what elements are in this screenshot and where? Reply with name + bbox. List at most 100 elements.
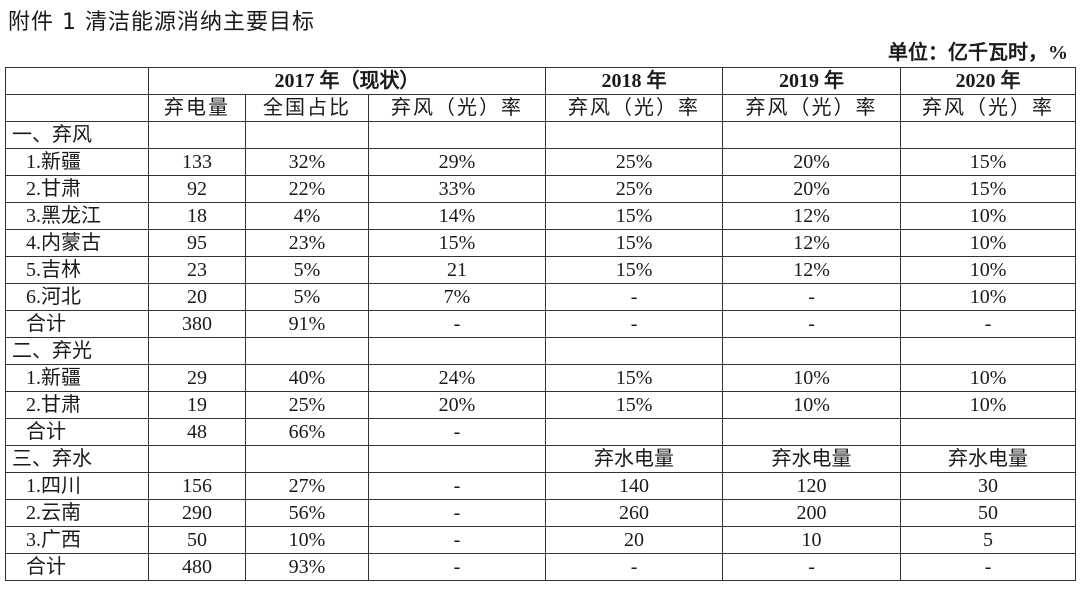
- cell-rate-2017: 20%: [367, 391, 547, 419]
- cell-curtailed-energy: 156: [148, 472, 246, 500]
- header-row-metrics: 弃电量 全国占比 弃风（光）率 弃风（光）率 弃风（光）率 弃风（光）率: [5, 94, 1077, 122]
- cell-national-share: 4%: [245, 202, 369, 230]
- cell-national-share: [245, 445, 369, 473]
- cell-value-2018: 15%: [545, 202, 724, 230]
- cell-row-label: 三、弃水: [5, 445, 149, 473]
- cell-national-share: 91%: [245, 310, 369, 338]
- cell-value-2020: [900, 121, 1077, 149]
- cell-curtailed-energy: 23: [148, 256, 246, 284]
- cell-value-2019: 12%: [722, 229, 902, 257]
- cell-national-share: 25%: [245, 391, 369, 419]
- cell-rate-2017: [367, 445, 547, 473]
- cell-value-2020: [900, 418, 1077, 446]
- table-row: 5.吉林 23 5% 21 15% 12% 10%: [5, 256, 1077, 284]
- cell-national-share: 22%: [245, 175, 369, 203]
- cell-row-label: 5.吉林: [5, 256, 149, 284]
- cell-value-2019: 10: [722, 526, 902, 554]
- cell-value-2018: 140: [545, 472, 724, 500]
- cell-curtailed-energy: [148, 337, 246, 365]
- cell-national-share: 32%: [245, 148, 369, 176]
- cell-value-2020: [900, 337, 1077, 365]
- cell-value-2019: 12%: [722, 202, 902, 230]
- cell-value-2020: -: [900, 310, 1077, 338]
- cell-curtailed-energy: [148, 121, 246, 149]
- cell-value-2018: 15%: [545, 391, 724, 419]
- cell-value-2019: 弃水电量: [722, 445, 902, 473]
- unit-note: 单位：亿千瓦时，%: [888, 42, 1068, 64]
- header-2019: 2019 年: [722, 67, 902, 95]
- cell-rate-2017: -: [367, 472, 547, 500]
- cell-row-label: 二、弃光: [5, 337, 149, 365]
- header-corner: [5, 67, 149, 95]
- cell-value-2018: -: [545, 283, 724, 311]
- cell-value-2019: -: [722, 310, 902, 338]
- header-national-share: 全国占比: [245, 94, 369, 122]
- cell-value-2020: 10%: [900, 229, 1077, 257]
- cell-value-2019: 120: [722, 472, 902, 500]
- header-curtailed-energy: 弃电量: [148, 94, 246, 122]
- cell-curtailed-energy: 50: [148, 526, 246, 554]
- cell-row-label: 1.四川: [5, 472, 149, 500]
- cell-national-share: 5%: [245, 256, 369, 284]
- cell-national-share: 56%: [245, 499, 369, 527]
- cell-row-label: 2.甘肃: [5, 175, 149, 203]
- cell-value-2019: 20%: [722, 148, 902, 176]
- cell-rate-2017: 24%: [367, 364, 547, 392]
- cell-value-2020: 10%: [900, 256, 1077, 284]
- cell-value-2018: -: [545, 310, 724, 338]
- cell-row-label: 一、弃风: [5, 121, 149, 149]
- table-row: 1.新疆 29 40% 24% 15% 10% 10%: [5, 364, 1077, 392]
- table-row: 1.新疆 133 32% 29% 25% 20% 15%: [5, 148, 1077, 176]
- section-row: 二、弃光: [5, 337, 1077, 365]
- table-row: 1.四川 156 27% -140 120 30: [5, 472, 1077, 500]
- table-row: 2.甘肃 92 22% 33% 25% 20% 15%: [5, 175, 1077, 203]
- cell-value-2020: 10%: [900, 202, 1077, 230]
- cell-value-2018: 25%: [545, 175, 724, 203]
- cell-rate-2017: 15%: [367, 229, 547, 257]
- cell-value-2020: 5: [900, 526, 1077, 554]
- cell-rate-2017: -: [367, 499, 547, 527]
- table-row: 4.内蒙古 95 23% 15% 15% 12% 10%: [5, 229, 1077, 257]
- cell-rate-2017: -: [367, 526, 547, 554]
- table-row: 3.黑龙江 18 4% 14% 15% 12% 10%: [5, 202, 1077, 230]
- cell-rate-2017: [367, 121, 547, 149]
- cell-value-2020: 15%: [900, 148, 1077, 176]
- table-row: 6.河北 20 5% 7% - -10%: [5, 283, 1077, 311]
- cell-curtailed-energy: [148, 445, 246, 473]
- cell-curtailed-energy: 92: [148, 175, 246, 203]
- cell-row-label: 2.甘肃: [5, 391, 149, 419]
- header-curtailment-rate-2018: 弃风（光）率: [545, 94, 724, 122]
- table-row: 3.广西 50 10% -20 10 5: [5, 526, 1077, 554]
- cell-national-share: 23%: [245, 229, 369, 257]
- cell-row-label: 6.河北: [5, 283, 149, 311]
- cell-national-share: 93%: [245, 553, 369, 581]
- section-row: 一、弃风: [5, 121, 1077, 149]
- cell-value-2019: -: [722, 283, 902, 311]
- cell-value-2019: 10%: [722, 391, 902, 419]
- cell-row-label: 4.内蒙古: [5, 229, 149, 257]
- cell-national-share: 40%: [245, 364, 369, 392]
- cell-value-2020: 30: [900, 472, 1077, 500]
- document-title: 附件 1 清洁能源消纳主要目标: [8, 10, 315, 35]
- table-row: 合计 48 66% -: [5, 418, 1077, 446]
- cell-curtailed-energy: 29: [148, 364, 246, 392]
- cell-national-share: 5%: [245, 283, 369, 311]
- cell-curtailed-energy: 18: [148, 202, 246, 230]
- header-curtailment-rate-2017: 弃风（光）率: [367, 94, 547, 122]
- cell-value-2020: 10%: [900, 391, 1077, 419]
- header-corner: [5, 94, 149, 122]
- cell-national-share: 66%: [245, 418, 369, 446]
- cell-value-2020: 15%: [900, 175, 1077, 203]
- header-2018: 2018 年: [545, 67, 724, 95]
- cell-curtailed-energy: 48: [148, 418, 246, 446]
- cell-national-share: [245, 121, 369, 149]
- section-row: 三、弃水 弃水电量 弃水电量 弃水电量: [5, 445, 1077, 473]
- cell-rate-2017: -: [367, 310, 547, 338]
- cell-rate-2017: 7%: [367, 283, 547, 311]
- cell-national-share: [245, 337, 369, 365]
- cell-curtailed-energy: 20: [148, 283, 246, 311]
- cell-row-label: 合计: [5, 310, 149, 338]
- table-row: 2.云南 290 56% -260 200 50: [5, 499, 1077, 527]
- cell-value-2019: 20%: [722, 175, 902, 203]
- cell-value-2020: 50: [900, 499, 1077, 527]
